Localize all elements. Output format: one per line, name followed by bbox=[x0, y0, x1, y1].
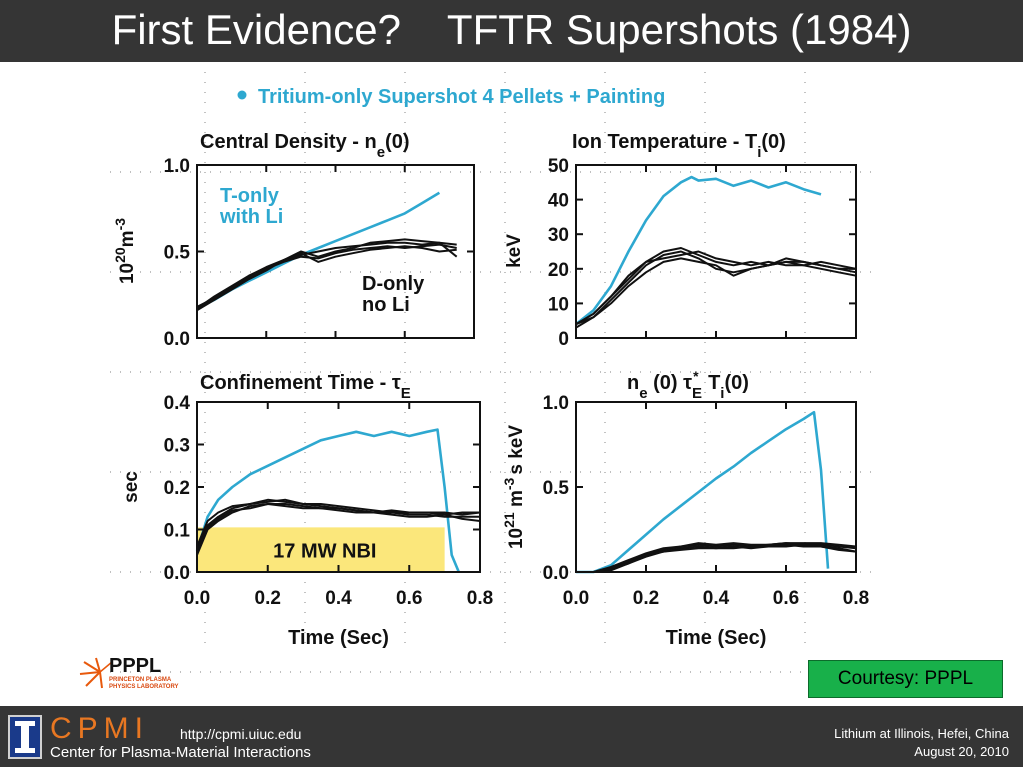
y-tick-label: 0 bbox=[558, 329, 569, 350]
y-tick-label: 40 bbox=[548, 191, 569, 212]
legend-label: Tritium-only Supershot 4 Pellets + Paint… bbox=[258, 86, 665, 108]
deuterium-series-line-3 bbox=[575, 250, 857, 329]
y-tick-label: 0.4 bbox=[164, 393, 191, 414]
annotation-deuterium-line-2: no Li bbox=[362, 294, 410, 316]
deuterium-series-line-2 bbox=[196, 241, 457, 310]
x-tick-label: 0.6 bbox=[396, 588, 422, 609]
x-tick-label: 0.2 bbox=[633, 588, 659, 609]
y-axis-label: sec bbox=[121, 471, 142, 503]
conference-name: Lithium at Illinois, Hefei, China bbox=[834, 726, 1009, 741]
deuterium-series-line-4 bbox=[196, 498, 480, 547]
deuterium-series-line-5 bbox=[196, 245, 457, 310]
y-tick-label: 0.1 bbox=[164, 521, 191, 542]
y-tick-label: 20 bbox=[548, 260, 569, 281]
figure: Tritium-only Supershot 4 Pellets + Paint… bbox=[79, 72, 880, 690]
deuterium-series-line-4 bbox=[575, 250, 857, 326]
x-axis-label: Time (Sec) bbox=[288, 627, 389, 649]
nbi-fill-label: 17 MW NBI bbox=[273, 541, 376, 563]
starburst-icon bbox=[79, 657, 113, 689]
y-tick-label: 0.2 bbox=[164, 478, 190, 499]
chart-title: ne (0) τE* Ti(0) bbox=[627, 368, 749, 402]
illinois-logo-stem bbox=[21, 722, 29, 752]
title-bar: First Evidence? TFTR Supershots (1984) bbox=[0, 0, 1023, 62]
y-tick-label: 1.0 bbox=[543, 393, 569, 414]
y-tick-label: 0.0 bbox=[543, 563, 569, 584]
chart-title: Confinement Time - τE bbox=[200, 372, 411, 402]
x-tick-label: 0.8 bbox=[467, 588, 493, 609]
x-tick-label: 0.2 bbox=[255, 588, 281, 609]
y-tick-label: 10 bbox=[548, 294, 569, 315]
deuterium-series-line-4 bbox=[196, 238, 458, 312]
background-dot-grid bbox=[110, 72, 880, 673]
chart-panels: Central Density - ne(0) 1020m-3 0.0 0.5 1.0 T… bbox=[112, 131, 869, 649]
deuterium-series-line-2 bbox=[575, 247, 857, 326]
chart-panel-2: Ion Temperature - Ti(0) keV 0 10 20 30 40 50 bbox=[504, 131, 857, 350]
x-tick-label: 0.0 bbox=[563, 588, 589, 609]
y-tick-label: 0.0 bbox=[164, 329, 190, 350]
illinois-logo-bottom-bar bbox=[15, 748, 35, 753]
nbi-fill-region bbox=[197, 527, 445, 572]
x-axis-label: Time (Sec) bbox=[666, 627, 767, 649]
legend: Tritium-only Supershot 4 Pellets + Paint… bbox=[237, 86, 665, 108]
tritium-series-line-1 bbox=[576, 410, 830, 574]
chart-panel-4: ne (0) τE* Ti(0) 1021 m-3s keV 0.0 0.5 1.0 0.… bbox=[501, 368, 869, 649]
annotation-deuterium-line-1: D-only bbox=[362, 273, 425, 295]
y-tick-label: 0.3 bbox=[164, 436, 190, 457]
cpmi-url-link[interactable]: http://cpmi.uiuc.edu bbox=[180, 726, 302, 742]
deuterium-series-line-3 bbox=[196, 503, 480, 556]
y-tick-label: 0.5 bbox=[543, 478, 570, 499]
pppl-logo: PPPL PRINCETON PLASMA PHYSICS LABORATORY bbox=[79, 655, 179, 690]
x-tick-label: 0.8 bbox=[843, 588, 869, 609]
x-tick-label: 0.4 bbox=[325, 588, 352, 609]
y-axis-label: 1020m-3 bbox=[112, 218, 138, 284]
x-tick-label: 0.6 bbox=[773, 588, 799, 609]
pppl-logo-text: PPPL bbox=[109, 655, 161, 677]
tritium-series-line-1 bbox=[195, 428, 460, 573]
y-tick-label: 30 bbox=[548, 225, 569, 246]
y-tick-label: 50 bbox=[548, 156, 569, 177]
chart-panel-1: Central Density - ne(0) 1020m-3 0.0 0.5 1.0 T… bbox=[112, 131, 475, 350]
deuterium-series-line-4 bbox=[576, 542, 857, 573]
courtesy-badge: Courtesy: PPPL bbox=[808, 660, 1003, 698]
annotation-tritium-line-1: T-only bbox=[220, 185, 280, 207]
y-axis-label: keV bbox=[504, 234, 525, 268]
chart-title: Central Density - ne(0) bbox=[200, 131, 410, 161]
cpmi-full-name: Center for Plasma-Material Interactions bbox=[50, 744, 311, 761]
chart-title: Ion Temperature - Ti(0) bbox=[572, 131, 786, 161]
cpmi-acronym: CPMI bbox=[50, 712, 149, 745]
slide-title: First Evidence? TFTR Supershots (1984) bbox=[111, 6, 912, 53]
deuterium-series-line-5 bbox=[196, 503, 481, 552]
conference-date: August 20, 2010 bbox=[914, 744, 1009, 759]
deuterium-series-line-5 bbox=[575, 257, 856, 326]
deuterium-series-line-5 bbox=[576, 543, 857, 573]
tritium-series-line-1 bbox=[575, 175, 822, 326]
y-tick-label: 0.5 bbox=[164, 243, 191, 264]
y-tick-label: 0.0 bbox=[164, 563, 190, 584]
y-axis-label: 1021 m-3s keV bbox=[501, 425, 527, 549]
legend-marker bbox=[237, 90, 247, 100]
x-tick-label: 0.0 bbox=[184, 588, 210, 609]
pppl-logo-line-2: PHYSICS LABORATORY bbox=[109, 684, 179, 690]
footer: CPMI Center for Plasma-Material Interact… bbox=[0, 706, 1023, 767]
x-tick-label: 0.4 bbox=[703, 588, 730, 609]
chart-panel-3: Confinement Time - τE sec 17 MW NBI 0.0 0.1 0… bbox=[121, 372, 493, 649]
pppl-logo-line-1: PRINCETON PLASMA bbox=[109, 677, 172, 683]
y-tick-label: 1.0 bbox=[164, 156, 190, 177]
plot-frame bbox=[575, 164, 857, 339]
annotation-tritium-line-2: with Li bbox=[219, 206, 283, 228]
illinois-logo-icon bbox=[8, 715, 42, 759]
